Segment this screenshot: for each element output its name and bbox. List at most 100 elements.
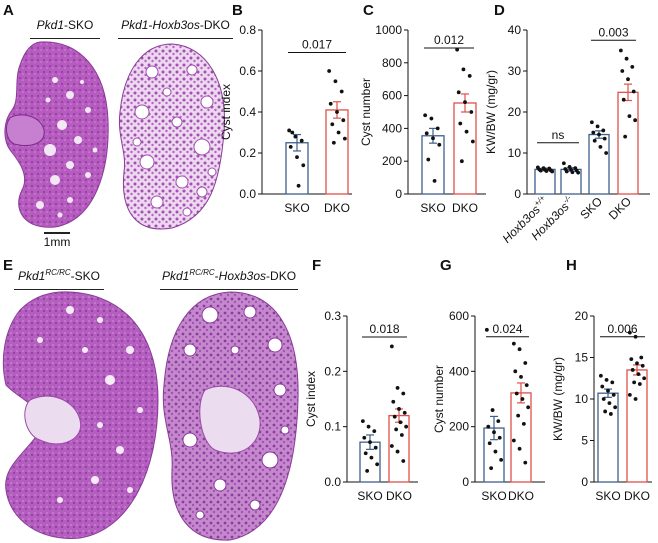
data-point	[369, 455, 374, 460]
data-point	[561, 161, 566, 166]
panel-letter-f: F	[312, 257, 322, 274]
x-tick-label: DKO	[624, 489, 650, 503]
data-point	[597, 132, 601, 137]
y-axis-label: Cyst index	[219, 84, 233, 140]
y-axis-label: Cyst index	[304, 371, 318, 427]
data-point	[394, 427, 399, 432]
data-point	[293, 134, 298, 139]
data-point	[636, 372, 641, 376]
data-point	[513, 369, 518, 374]
x-tick-label: DKO	[452, 201, 478, 215]
data-point	[632, 380, 637, 385]
data-point	[601, 128, 606, 133]
y-tick-label: 0.6	[239, 64, 256, 78]
data-point	[526, 405, 531, 410]
data-point	[520, 397, 525, 401]
chart-b: 0.0 0.2 0.4 0.6 0.8 Cyst index SKO DKO 0.017	[219, 23, 352, 215]
y-tick-label: 0.0	[239, 187, 256, 201]
data-point	[464, 129, 469, 134]
panel-letter-e: E	[3, 257, 14, 274]
data-point	[429, 116, 434, 121]
y-tick-label: 20	[508, 105, 522, 119]
x-tick-label: SKO	[595, 489, 620, 503]
significance-label: 0.003	[598, 25, 628, 39]
data-point	[607, 401, 612, 406]
panel-letter-g: G	[440, 257, 452, 274]
y-tick-label: 40	[508, 23, 522, 37]
y-tick-label: 800	[382, 56, 402, 70]
data-point	[398, 420, 403, 425]
data-point	[592, 138, 597, 143]
data-point	[392, 414, 397, 419]
data-point	[469, 110, 474, 114]
data-point	[290, 130, 295, 135]
data-point	[570, 170, 575, 175]
data-point	[633, 397, 638, 401]
data-point	[395, 449, 400, 454]
x-tick-label: SKO	[577, 194, 605, 222]
data-point	[627, 330, 632, 335]
data-point	[493, 449, 498, 454]
data-point	[342, 136, 347, 141]
data-point	[602, 136, 607, 141]
data-point	[375, 462, 380, 467]
y-tick-label: 400	[449, 364, 469, 378]
data-point	[467, 74, 472, 78]
data-point	[455, 47, 460, 52]
data-point	[372, 429, 377, 433]
data-point	[629, 357, 634, 362]
data-point	[564, 169, 569, 174]
data-point	[295, 155, 299, 160]
data-point	[516, 413, 521, 418]
data-point	[604, 151, 609, 155]
scale-bar-label: 1mm	[43, 235, 71, 249]
panel-letter-d: D	[494, 2, 505, 19]
data-point	[517, 347, 522, 352]
data-point	[341, 118, 346, 123]
data-point	[598, 373, 603, 378]
bar-dko	[617, 91, 639, 195]
y-tick-label: 10	[508, 146, 522, 160]
data-point	[608, 412, 613, 416]
bar-sko	[588, 133, 610, 195]
significance-label: 0.024	[492, 322, 522, 336]
data-point	[331, 140, 336, 145]
data-point	[637, 382, 642, 386]
data-point	[437, 142, 442, 147]
data-point	[610, 380, 615, 385]
y-tick-label: 1000	[375, 23, 402, 37]
y-tick-label: 0	[581, 475, 588, 489]
data-point	[598, 144, 603, 149]
y-tick-label: 15	[575, 351, 589, 365]
x-tick-label: SKO	[284, 201, 309, 215]
data-point	[576, 170, 581, 175]
data-point	[470, 139, 475, 144]
data-point	[461, 67, 466, 72]
x-tick-label: DKO	[508, 489, 534, 503]
data-point	[424, 131, 429, 136]
y-tick-label: 200	[382, 154, 402, 168]
data-point	[591, 130, 596, 135]
histology-kidney-rc-dko	[162, 291, 299, 541]
data-point	[301, 163, 306, 168]
significance-label: 0.006	[607, 322, 637, 336]
y-tick-label: 0.3	[324, 309, 341, 323]
data-point	[627, 114, 632, 118]
data-point	[296, 183, 301, 188]
chart-c: 0 200 400 600 800 1000 Cyst number SKO DKO 0.012	[359, 23, 486, 215]
data-point	[459, 159, 464, 164]
significance-label: ns	[552, 128, 565, 142]
data-point	[335, 110, 339, 114]
data-point	[426, 157, 431, 162]
data-point	[514, 391, 519, 396]
data-point	[336, 130, 341, 135]
y-tick-label: 600	[382, 89, 402, 103]
data-point	[626, 77, 630, 82]
caption-pkd1rc-hoxb3os-dko: Pkd1RC/RC-Hoxb3os-DKO	[161, 268, 297, 283]
panel-letter-b: B	[232, 2, 243, 19]
data-point	[368, 440, 372, 445]
data-point	[328, 101, 333, 106]
caption-line-sko	[30, 38, 100, 39]
histology-kidney-dko	[118, 43, 225, 230]
data-point	[458, 121, 463, 126]
